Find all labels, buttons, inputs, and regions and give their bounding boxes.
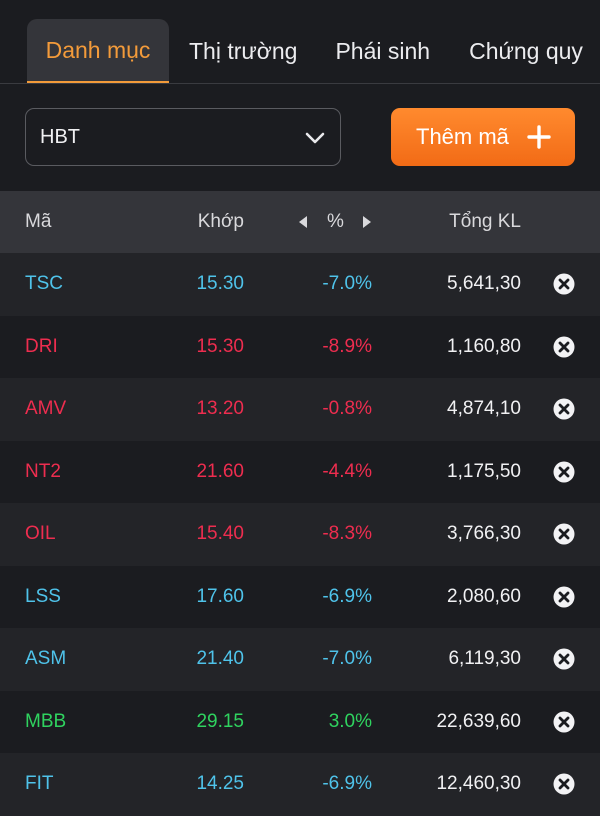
row-symbol[interactable]: LSS	[25, 585, 61, 607]
row-symbol[interactable]: OIL	[25, 523, 56, 544]
row-volume: 5,641,30	[447, 273, 521, 294]
row-volume: 3,766,30	[447, 523, 521, 544]
row-price: 21.60	[196, 460, 244, 482]
row-change: -8.3%	[322, 523, 372, 544]
remove-icon[interactable]	[553, 398, 575, 420]
row-change: -4.4%	[322, 460, 372, 482]
plus-icon	[527, 125, 551, 149]
row-price: 15.40	[196, 523, 244, 544]
tab-danh-muc[interactable]: Danh mục	[27, 19, 169, 83]
caret-left-icon[interactable]	[298, 215, 308, 229]
table-row[interactable]: FIT 14.25 -6.9% 12,460,30	[0, 753, 600, 816]
row-symbol[interactable]: FIT	[25, 773, 54, 794]
remove-icon[interactable]	[553, 586, 575, 608]
row-symbol[interactable]: DRI	[25, 335, 58, 357]
row-volume: 1,175,50	[447, 460, 521, 482]
row-symbol[interactable]: NT2	[25, 460, 61, 482]
add-symbol-label: Thêm mã	[416, 124, 509, 149]
row-price: 17.60	[196, 585, 244, 607]
remove-icon[interactable]	[553, 648, 575, 670]
tab-phai-sinh[interactable]: Phái sinh	[335, 37, 431, 64]
row-change: -6.9%	[322, 585, 372, 607]
row-change: -6.9%	[322, 773, 372, 794]
row-change: -8.9%	[322, 335, 372, 357]
header-symbol: Mã	[25, 211, 52, 232]
row-volume: 4,874,10	[447, 398, 521, 419]
row-volume: 1,160,80	[447, 335, 521, 357]
row-change: -0.8%	[322, 398, 372, 419]
row-price: 15.30	[196, 335, 244, 357]
watchlist-table: TSC 15.30 -7.0% 5,641,30 DRI 15.30 -8.9% 1,160,…	[0, 253, 600, 816]
table-row[interactable]: MBB 29.15 3.0% 22,639,60	[0, 690, 600, 753]
row-volume: 12,460,30	[436, 773, 521, 794]
row-change: -7.0%	[322, 273, 372, 294]
row-price: 13.20	[196, 398, 244, 419]
remove-icon[interactable]	[553, 461, 575, 483]
remove-icon[interactable]	[553, 523, 575, 545]
row-symbol[interactable]: TSC	[25, 273, 63, 294]
add-symbol-button[interactable]: Thêm mã	[391, 108, 575, 166]
table-row[interactable]: ASM 21.40 -7.0% 6,119,30	[0, 628, 600, 691]
remove-icon[interactable]	[553, 273, 575, 295]
table-row[interactable]: NT2 21.60 -4.4% 1,175,50	[0, 440, 600, 503]
remove-icon[interactable]	[553, 711, 575, 733]
row-price: 15.30	[196, 273, 244, 294]
row-symbol[interactable]: AMV	[25, 398, 67, 419]
row-change: 3.0%	[328, 710, 372, 732]
row-price: 29.15	[196, 710, 244, 732]
row-volume: 2,080,60	[447, 585, 521, 607]
tab-bar: Danh mục Thị trường Phái sinh Chứng quy	[0, 0, 600, 84]
row-price: 14.25	[196, 773, 244, 794]
row-volume: 22,639,60	[436, 710, 521, 732]
watchlist-select-value: HBT	[40, 125, 80, 148]
table-row[interactable]: TSC 15.30 -7.0% 5,641,30	[0, 253, 600, 316]
row-change: -7.0%	[322, 648, 372, 669]
chevron-down-icon	[305, 132, 325, 144]
caret-right-icon[interactable]	[362, 215, 372, 229]
row-volume: 6,119,30	[448, 648, 521, 669]
header-match-price: Khớp	[197, 211, 244, 232]
table-row[interactable]: DRI 15.30 -8.9% 1,160,80	[0, 315, 600, 378]
row-symbol[interactable]: MBB	[25, 710, 67, 732]
row-symbol[interactable]: ASM	[25, 648, 67, 669]
tab-chung-quyen[interactable]: Chứng quy	[469, 37, 583, 64]
table-row[interactable]: OIL 15.40 -8.3% 3,766,30	[0, 503, 600, 566]
header-total-volume: Tổng KL	[449, 211, 521, 232]
table-row[interactable]: AMV 13.20 -0.8% 4,874,10	[0, 378, 600, 441]
remove-icon[interactable]	[553, 773, 575, 795]
tab-thi-truong[interactable]: Thị trường	[189, 37, 298, 64]
watchlist-select[interactable]: HBT	[25, 108, 341, 166]
header-percent: %	[327, 211, 344, 232]
table-row[interactable]: LSS 17.60 -6.9% 2,080,60	[0, 565, 600, 628]
row-price: 21.40	[196, 648, 244, 669]
remove-icon[interactable]	[553, 336, 575, 358]
table-header: Mã Khớp % Tổng KL	[0, 191, 600, 253]
